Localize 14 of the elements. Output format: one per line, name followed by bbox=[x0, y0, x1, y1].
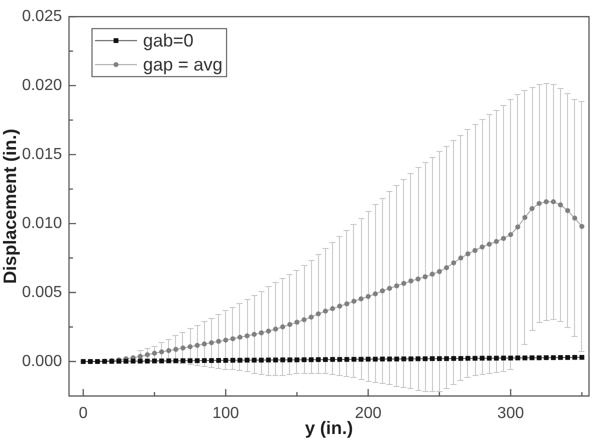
y-tick-label: 0.000 bbox=[22, 352, 62, 370]
legend-label: gab=0 bbox=[143, 30, 194, 51]
y-tick-label: 0.010 bbox=[22, 214, 62, 232]
x-tick-label: 200 bbox=[354, 405, 382, 422]
y-tick-label: 0.015 bbox=[22, 146, 62, 163]
legend-label: gap = avg bbox=[143, 54, 223, 75]
x-tick-label: 300 bbox=[497, 405, 524, 422]
y-tick-label: 0.025 bbox=[22, 8, 62, 26]
y-tick-label: 0.005 bbox=[22, 284, 62, 301]
x-axis-title: y (in.) bbox=[305, 418, 354, 438]
y-axis-title: Displacement (in.) bbox=[0, 128, 20, 284]
x-tick-label: 100 bbox=[212, 405, 240, 422]
x-tick-label: 0 bbox=[78, 405, 88, 422]
y-tick-label: 0.020 bbox=[22, 76, 62, 94]
